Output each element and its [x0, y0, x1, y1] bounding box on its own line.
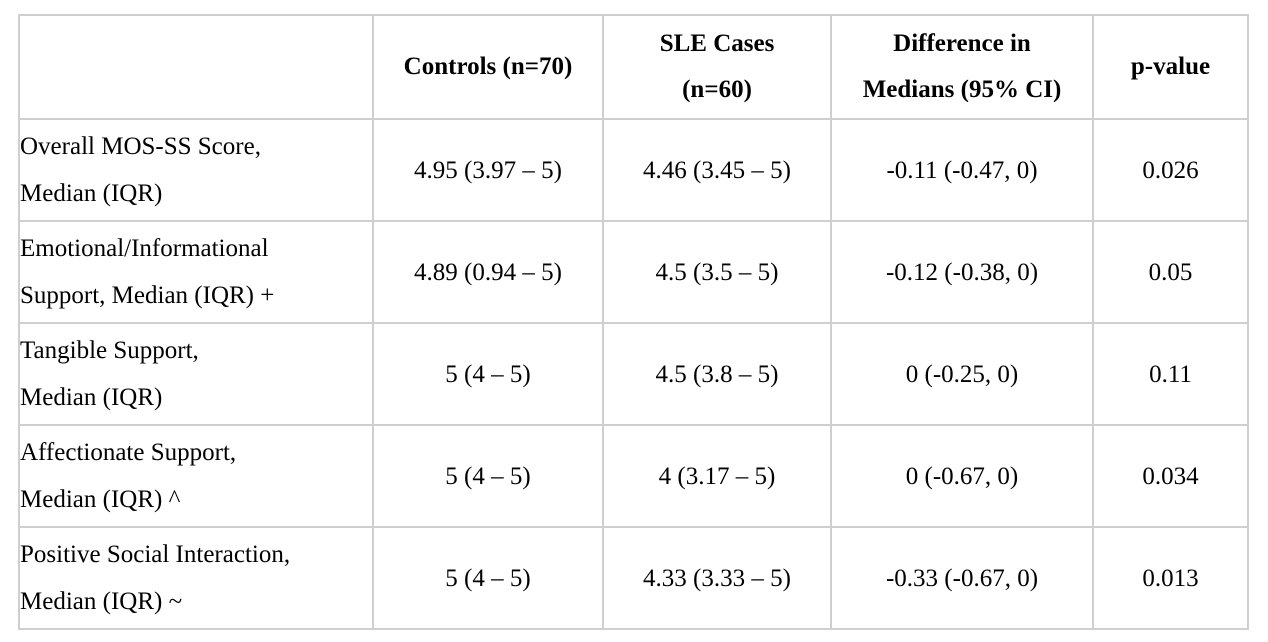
p-value-cell: 0.026: [1092, 118, 1249, 222]
row-label-line2: Median (IQR): [20, 180, 163, 207]
sle-cases-value-cell: 4 (3.17 – 5): [602, 424, 832, 528]
sle-cases-value-cell: 4.46 (3.45 – 5): [602, 118, 832, 222]
header-label-line1: Difference in: [893, 30, 1031, 57]
p-value-cell: 0.05: [1092, 220, 1249, 324]
difference-value-cell: -0.12 (-0.38, 0): [830, 220, 1094, 324]
table-row: Affectionate Support, Median (IQR) ^ 5 (…: [18, 424, 1249, 528]
header-label-line2: Medians (95% CI): [862, 76, 1062, 103]
row-label-line2: Median (IQR): [20, 384, 163, 411]
column-header-difference: Difference in Medians (95% CI): [830, 14, 1094, 120]
table-row: Overall MOS-SS Score, Median (IQR) 4.95 …: [18, 118, 1249, 222]
header-label: p-value: [1130, 53, 1211, 80]
row-label-line1: Affectionate Support,: [20, 439, 237, 466]
row-label-line2: Median (IQR) ^: [20, 486, 181, 513]
column-header-empty: [18, 14, 374, 120]
controls-value-cell: 5 (4 – 5): [372, 322, 604, 426]
results-table: Controls (n=70) SLE Cases (n=60) Differe…: [18, 14, 1249, 630]
column-header-p-value: p-value: [1092, 14, 1249, 120]
row-label-cell: Tangible Support, Median (IQR): [18, 322, 374, 426]
row-label-line2: Median (IQR) ~: [20, 588, 183, 615]
p-value-cell: 0.11: [1092, 322, 1249, 426]
sle-cases-value-cell: 4.33 (3.33 – 5): [602, 526, 832, 630]
controls-value-cell: 4.95 (3.97 – 5): [372, 118, 604, 222]
header-row: Controls (n=70) SLE Cases (n=60) Differe…: [18, 14, 1249, 120]
table-row: Emotional/Informational Support, Median …: [18, 220, 1249, 324]
column-header-sle-cases: SLE Cases (n=60): [602, 14, 832, 120]
controls-value-cell: 4.89 (0.94 – 5): [372, 220, 604, 324]
header-label: Controls (n=70): [403, 53, 573, 80]
sle-cases-value-cell: 4.5 (3.5 – 5): [602, 220, 832, 324]
row-label-line2: Support, Median (IQR) +: [20, 282, 275, 309]
row-label-cell: Emotional/Informational Support, Median …: [18, 220, 374, 324]
row-label-line1: Emotional/Informational: [20, 235, 269, 262]
row-label-cell: Positive Social Interaction, Median (IQR…: [18, 526, 374, 630]
difference-value-cell: -0.33 (-0.67, 0): [830, 526, 1094, 630]
controls-value-cell: 5 (4 – 5): [372, 526, 604, 630]
row-label-cell: Affectionate Support, Median (IQR) ^: [18, 424, 374, 528]
header-label-line1: SLE Cases: [659, 30, 775, 57]
header-label-line2: (n=60): [682, 76, 752, 103]
difference-value-cell: 0 (-0.25, 0): [830, 322, 1094, 426]
row-label-line1: Positive Social Interaction,: [20, 541, 291, 568]
table-row: Tangible Support, Median (IQR) 5 (4 – 5)…: [18, 322, 1249, 426]
controls-value-cell: 5 (4 – 5): [372, 424, 604, 528]
p-value-cell: 0.013: [1092, 526, 1249, 630]
column-header-controls: Controls (n=70): [372, 14, 604, 120]
row-label-line1: Tangible Support,: [20, 337, 199, 364]
row-label-cell: Overall MOS-SS Score, Median (IQR): [18, 118, 374, 222]
p-value-cell: 0.034: [1092, 424, 1249, 528]
row-label-line1: Overall MOS-SS Score,: [20, 133, 261, 160]
difference-value-cell: 0 (-0.67, 0): [830, 424, 1094, 528]
sle-cases-value-cell: 4.5 (3.8 – 5): [602, 322, 832, 426]
table-row: Positive Social Interaction, Median (IQR…: [18, 526, 1249, 630]
difference-value-cell: -0.11 (-0.47, 0): [830, 118, 1094, 222]
